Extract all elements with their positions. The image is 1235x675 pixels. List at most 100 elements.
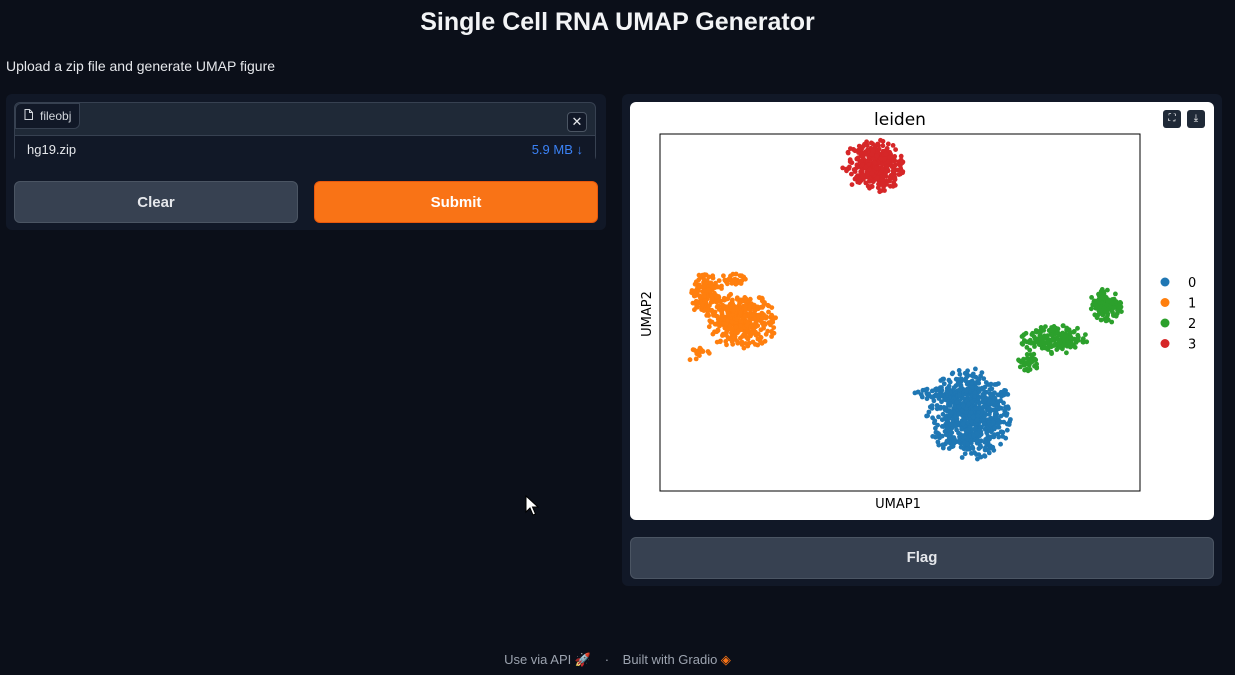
file-upload[interactable]: fileobj ✕ hg19.zip 5.9 MB ↓ [14, 102, 596, 164]
scatter-point [936, 414, 941, 420]
scatter-point [755, 304, 761, 310]
scatter-point [939, 387, 945, 393]
scatter-point [743, 308, 748, 314]
scatter-point [1037, 328, 1043, 334]
scatter-point [1083, 332, 1088, 337]
scatter-point [701, 308, 707, 313]
scatter-point [725, 281, 730, 287]
scatter-point [954, 400, 960, 405]
scatter-point [724, 307, 730, 313]
scatter-point [1113, 299, 1119, 304]
scatter-point [976, 388, 982, 394]
close-icon[interactable]: ✕ [567, 112, 587, 132]
scatter-point [750, 339, 756, 345]
scatter-point [1037, 333, 1043, 339]
scatter-point [883, 169, 888, 175]
scatter-point [986, 412, 992, 417]
scatter-point [959, 455, 965, 460]
umap-plot: leiden UMAP1 UMAP2 0 1 2 3 ⛶ ⤓ [630, 102, 1214, 520]
scatter-point [942, 407, 948, 413]
scatter-point [856, 147, 862, 153]
scatter-point [936, 442, 942, 448]
scatter-point [987, 422, 993, 428]
output-panel: leiden UMAP1 UMAP2 0 1 2 3 ⛶ ⤓ Flag [622, 94, 1222, 586]
scatter-point [976, 380, 982, 386]
scatter-point [890, 143, 896, 148]
scatter-point [694, 299, 700, 304]
fullscreen-icon[interactable]: ⛶ [1163, 110, 1181, 128]
scatter-point [771, 325, 777, 330]
flag-button[interactable]: Flag [630, 537, 1214, 579]
scatter-point [938, 404, 944, 410]
scatter-point [1024, 345, 1030, 350]
legend-label: 0 [1188, 276, 1196, 291]
scatter-point [1098, 317, 1104, 323]
scatter-point [697, 293, 702, 299]
scatter-point [1041, 335, 1047, 341]
scatter-point [956, 430, 961, 436]
use-via-api-link[interactable]: Use via API 🚀 [504, 652, 592, 667]
scatter-point [759, 316, 765, 321]
scatter-point [706, 324, 712, 330]
scatter-point [692, 289, 698, 295]
scatter-point [881, 156, 887, 162]
scatter-point [1101, 290, 1106, 296]
scatter-point [970, 444, 975, 450]
scatter-point [715, 328, 721, 333]
scatter-point [994, 414, 999, 420]
scatter-point [1080, 339, 1086, 345]
scatter-point [724, 342, 729, 348]
scatter-point [976, 446, 982, 451]
scatter-point [995, 392, 1001, 398]
download-arrow-icon: ↓ [576, 142, 584, 157]
scatter-point [998, 441, 1003, 447]
chart-legend: 0 1 2 3 [1160, 276, 1196, 353]
scatter-point [966, 401, 972, 407]
scatter-point [976, 377, 982, 382]
scatter-point [718, 338, 723, 344]
download-icon[interactable]: ⤓ [1187, 110, 1205, 128]
scatter-point [844, 168, 849, 174]
scatter-point [726, 326, 732, 332]
scatter-point [955, 381, 961, 387]
scatter-point [980, 392, 986, 397]
scatter-point [952, 439, 958, 445]
built-with-gradio-link[interactable]: Built with Gradio ◈ [622, 652, 731, 667]
scatter-point [1043, 345, 1049, 351]
submit-button[interactable]: Submit [314, 181, 598, 223]
scatter-point [744, 329, 750, 335]
scatter-point [758, 327, 764, 333]
scatter-point [735, 339, 740, 345]
scatter-point [983, 380, 989, 385]
file-download-link[interactable]: 5.9 MB ↓ [532, 136, 583, 164]
scatter-point [730, 301, 735, 307]
scatter-point [743, 276, 748, 282]
scatter-point [981, 376, 987, 381]
scatter-point [769, 305, 775, 310]
scatter-point [897, 162, 902, 167]
scatter-point [697, 353, 702, 358]
scatter-point [692, 307, 697, 313]
scatter-point [741, 345, 747, 351]
scatter-point [854, 156, 860, 162]
scatter-point [987, 406, 992, 412]
scatter-point [989, 434, 995, 439]
scatter-point [973, 366, 978, 372]
scatter-point [968, 438, 974, 444]
scatter-point [1006, 406, 1011, 411]
clear-button[interactable]: Clear [14, 181, 298, 223]
scatter-point [1004, 427, 1010, 433]
scatter-point [948, 410, 954, 415]
scatter-point [848, 146, 853, 151]
scatter-point [698, 273, 704, 279]
scatter-point [887, 174, 893, 180]
scatter-point [971, 374, 977, 379]
footer-separator: · [604, 652, 610, 667]
scatter-point [878, 137, 883, 143]
scatter-point [882, 188, 887, 193]
scatter-point [847, 157, 853, 163]
scatter-point [949, 430, 955, 436]
scatter-point [1020, 341, 1026, 347]
scatter-point [1060, 323, 1066, 328]
scatter-point [1067, 340, 1072, 346]
